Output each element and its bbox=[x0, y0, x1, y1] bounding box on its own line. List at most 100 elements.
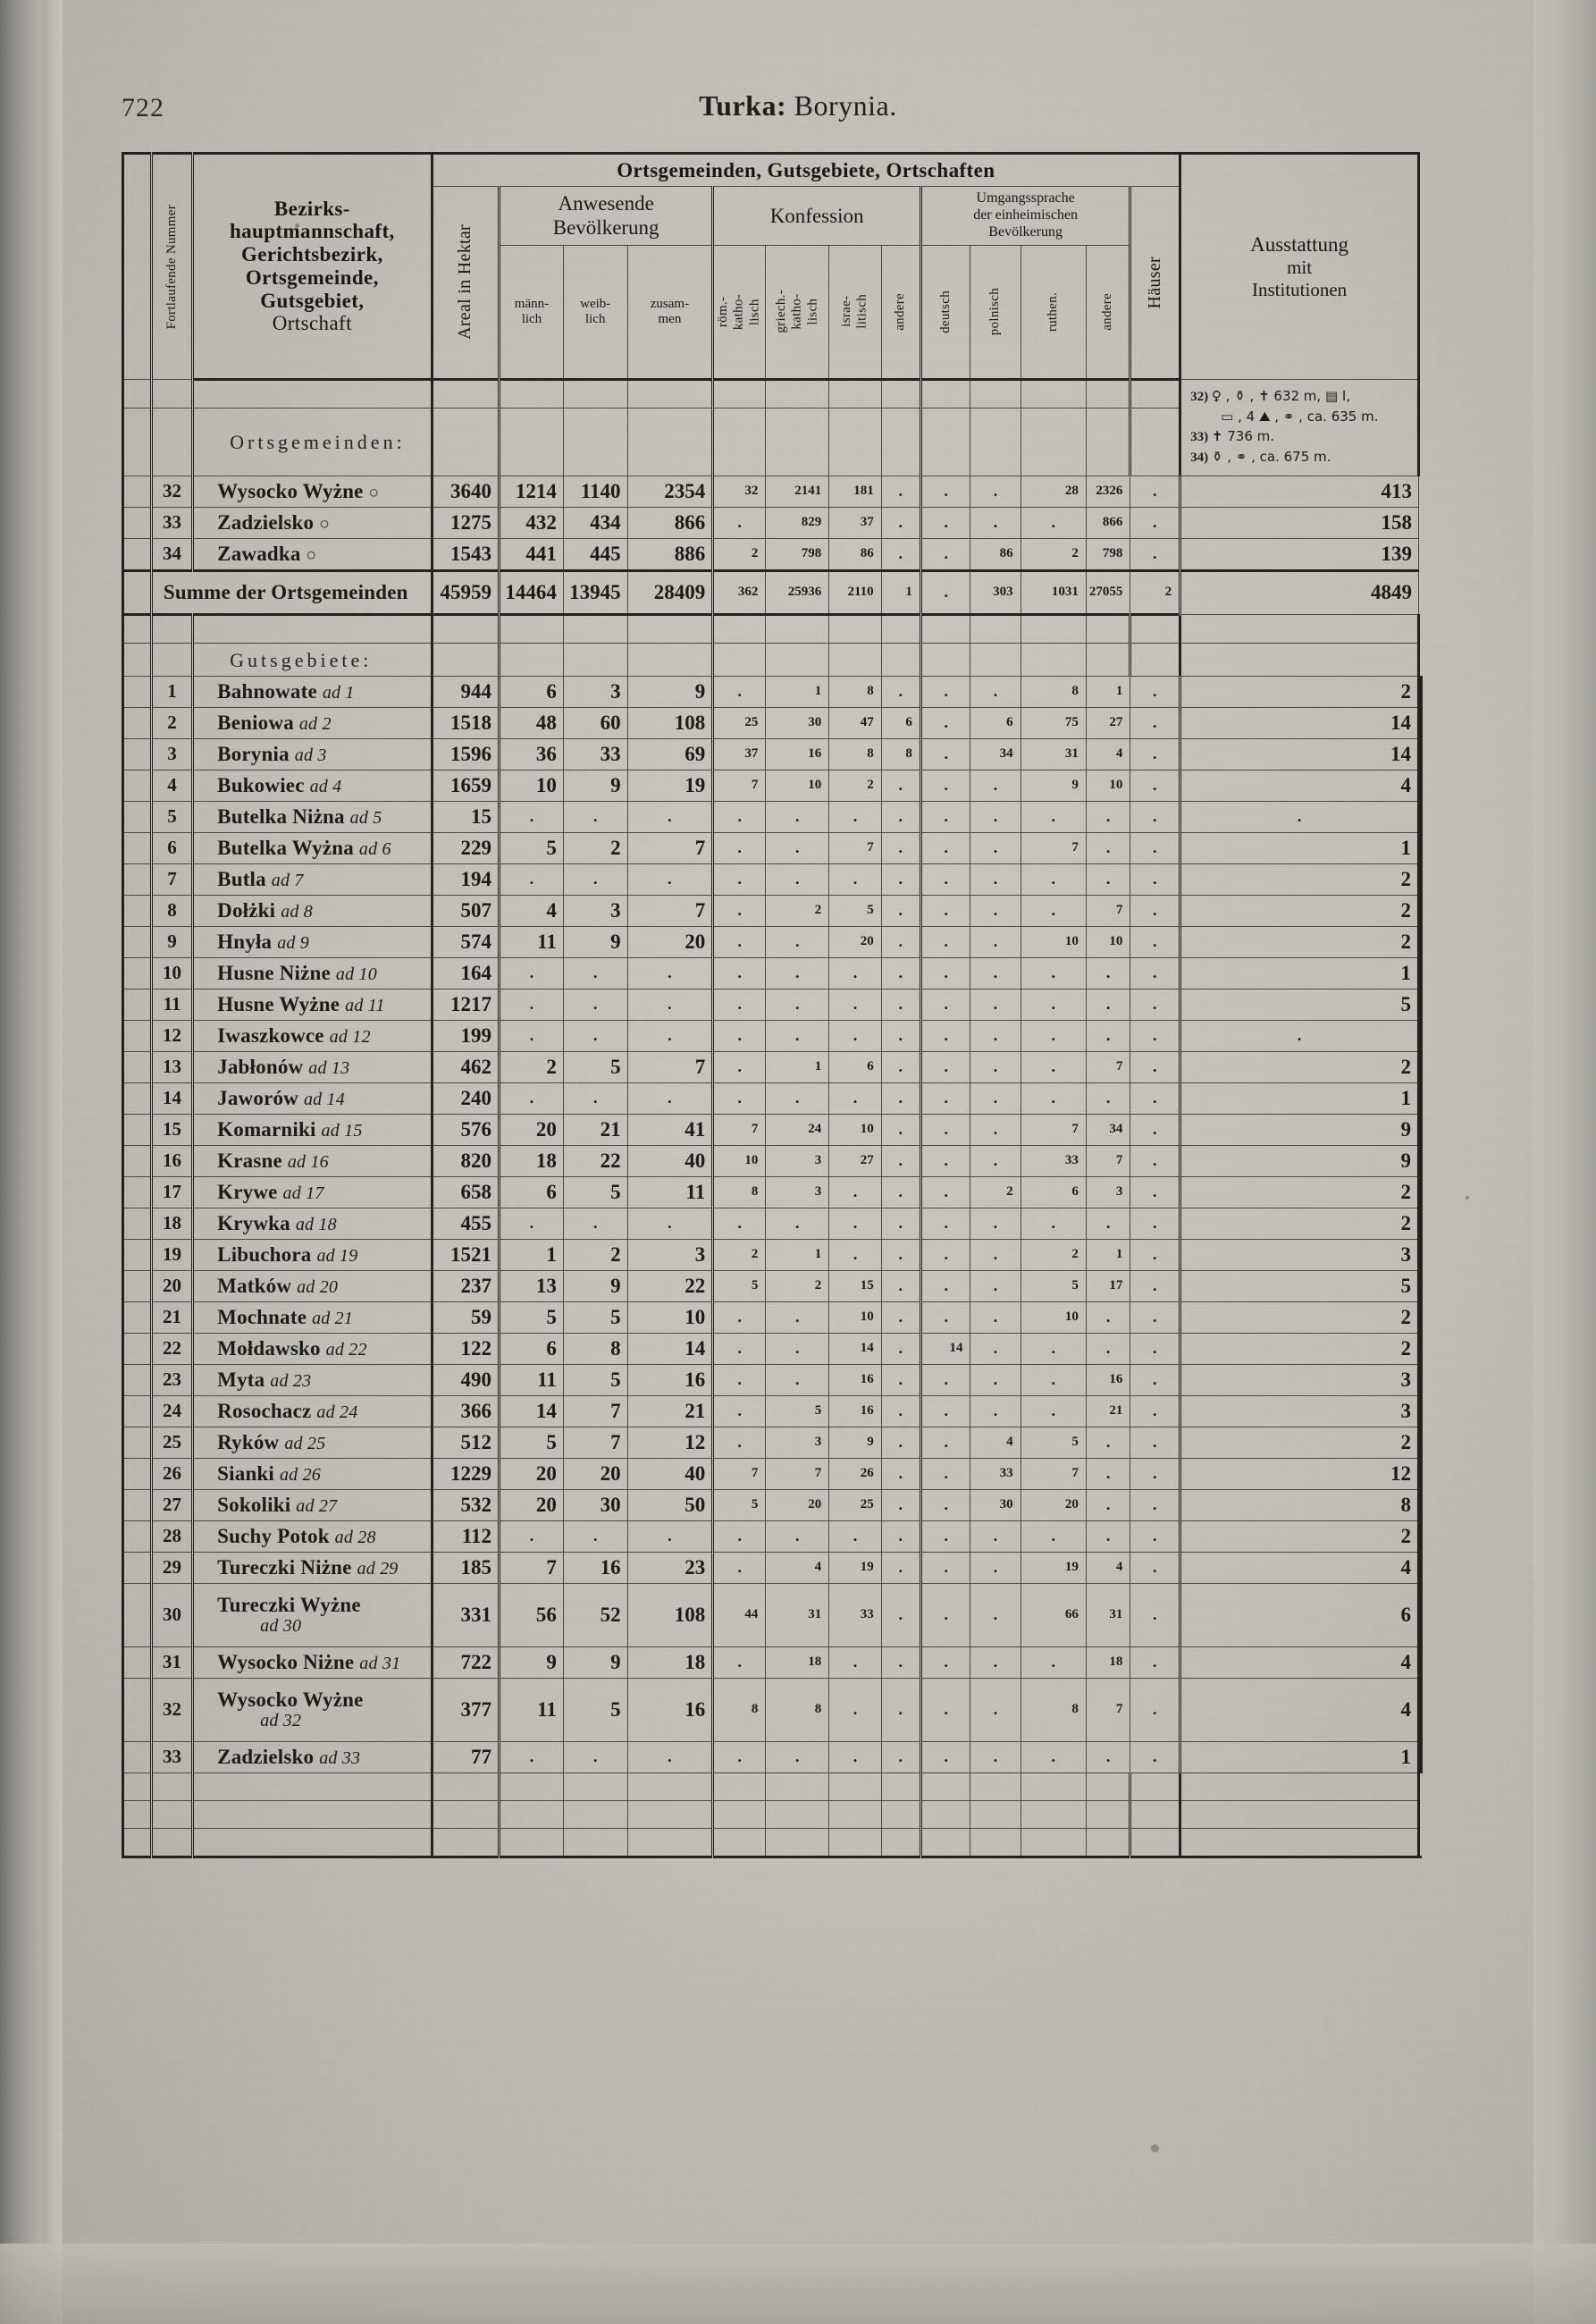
header-sub-griech-katholisch: griech.- katho-lisch bbox=[765, 244, 830, 380]
cell-z: 14 bbox=[626, 1332, 714, 1365]
cell-po: . bbox=[970, 1363, 1021, 1396]
cell-ru: 7 bbox=[1020, 831, 1087, 864]
header-group-konfession: Konfession bbox=[711, 186, 921, 246]
row-gutter bbox=[122, 737, 152, 770]
table-row: 10 Husne Niżne ad 10 164............ 1 bbox=[122, 956, 1423, 989]
row-gutter bbox=[122, 1082, 152, 1115]
header-col-laufende-nummer: Fortlaufende Nummer bbox=[149, 152, 194, 380]
cell-gk: . bbox=[765, 988, 830, 1021]
cell-ru: . bbox=[1020, 1332, 1087, 1365]
cell-w: 3 bbox=[562, 675, 628, 708]
cell-gk: 31 bbox=[765, 1582, 830, 1647]
cell-ha2: . bbox=[1130, 1646, 1181, 1679]
row-place-name: Sokoliki ad 27 bbox=[191, 1488, 433, 1521]
cell-areal: 512 bbox=[430, 1426, 500, 1459]
cell-areal: 722 bbox=[430, 1646, 500, 1679]
cell-ha2: . bbox=[1130, 1175, 1181, 1208]
cell-po: . bbox=[970, 831, 1021, 864]
cell-po: . bbox=[970, 956, 1021, 989]
cell-ka: . bbox=[880, 506, 921, 539]
cell-m: 6 bbox=[498, 1332, 564, 1365]
cell-de: . bbox=[919, 568, 971, 615]
cell-z: 886 bbox=[626, 537, 714, 571]
row-number: 26 bbox=[149, 1457, 194, 1490]
cell-gk: 5 bbox=[765, 1394, 830, 1427]
cell-is: 16 bbox=[828, 1363, 882, 1396]
row-gutter bbox=[122, 988, 152, 1021]
cell-areal: 658 bbox=[430, 1175, 500, 1208]
cell-w: . bbox=[562, 988, 628, 1021]
notes-filler bbox=[1179, 613, 1420, 644]
cell-ru: 6 bbox=[1020, 1175, 1087, 1208]
cell-areal: 532 bbox=[430, 1488, 500, 1521]
cell-de: . bbox=[919, 1082, 971, 1115]
cell-ru: 7 bbox=[1020, 1113, 1087, 1146]
cell-ha2: . bbox=[1130, 1019, 1181, 1052]
cell-is: 181 bbox=[828, 475, 882, 508]
cell-rk: . bbox=[711, 1520, 767, 1553]
table-row: 15 Komarniki ad 15 576 20 21 41 7 24 10... 7 34. 9 bbox=[122, 1113, 1423, 1146]
row-gutter bbox=[122, 925, 152, 958]
cell-gk: 2 bbox=[765, 894, 830, 927]
table-row: 13 Jabłonów ad 13 462 2 5 7. 1 6.... 7. 2 bbox=[122, 1050, 1423, 1083]
cell-rk: 25 bbox=[711, 706, 767, 739]
cell-ha2: . bbox=[1130, 863, 1181, 896]
notes-filler bbox=[1417, 769, 1423, 802]
cell-de: . bbox=[919, 1520, 971, 1553]
row-number: 30 bbox=[149, 1582, 194, 1647]
cell-ru: . bbox=[1020, 956, 1087, 989]
cell-ka: . bbox=[880, 1488, 921, 1521]
cell-rk: . bbox=[711, 1207, 767, 1240]
cell-is: 14 bbox=[828, 1332, 882, 1365]
row-number: 8 bbox=[149, 894, 194, 927]
cell-an: 34 bbox=[1085, 1113, 1131, 1146]
row-place-name: Wysocko Wyżne ○ bbox=[191, 475, 433, 508]
cell-gk: 2 bbox=[765, 1269, 830, 1302]
cell-h: 2 bbox=[1179, 1207, 1419, 1240]
cell-rk: . bbox=[711, 831, 767, 864]
cell-po: . bbox=[970, 1050, 1021, 1083]
notes-filler bbox=[1417, 1050, 1423, 1083]
cell-ka: . bbox=[880, 537, 921, 571]
cell-ka: . bbox=[880, 1207, 921, 1240]
cell-ru: . bbox=[1020, 1520, 1087, 1553]
cell-z: 23 bbox=[626, 1551, 714, 1584]
cell-m: 11 bbox=[498, 1363, 564, 1396]
cell-an: 2326 bbox=[1085, 475, 1131, 508]
cell-ka: . bbox=[880, 1238, 921, 1271]
row-number: 23 bbox=[149, 1363, 194, 1396]
cell-gk: 1 bbox=[765, 675, 830, 708]
cell-h: 9 bbox=[1179, 1113, 1419, 1146]
cell-de: . bbox=[919, 1677, 971, 1742]
cell-z: 22 bbox=[626, 1269, 714, 1302]
cell-h: 6 bbox=[1179, 1582, 1419, 1647]
cell-ha2: . bbox=[1130, 1238, 1181, 1271]
row-place-name: Husne Wyżne ad 11 bbox=[191, 988, 433, 1021]
header-sub-maennlich: männ-lich bbox=[498, 244, 564, 380]
cell-z: 12 bbox=[626, 1426, 714, 1459]
cell-ha2: 2 bbox=[1130, 568, 1181, 615]
cell-po: . bbox=[970, 1740, 1021, 1773]
running-head: Turka: Borynia. bbox=[0, 89, 1596, 122]
header-row-groups: Areal in Hektar Anwesende Bevölkerung Ko… bbox=[123, 186, 1422, 380]
notes-filler bbox=[1417, 1082, 1423, 1115]
header-group-anwesende-bevoelkerung: Anwesende Bevölkerung bbox=[498, 186, 714, 246]
row-number: 7 bbox=[149, 863, 194, 896]
cell-an: 1 bbox=[1085, 675, 1131, 708]
row-gutter bbox=[122, 1144, 152, 1177]
cell-z: 41 bbox=[626, 1113, 714, 1146]
notes-filler bbox=[1417, 1520, 1423, 1553]
cell-areal: 1521 bbox=[430, 1238, 500, 1271]
cell-z: 866 bbox=[626, 506, 714, 539]
table-row: 8 Dołżki ad 8 507 4 3 7. 2 5.... 7. 2 bbox=[122, 894, 1423, 927]
cell-an: 7 bbox=[1085, 1050, 1131, 1083]
cell-gk: 20 bbox=[765, 1488, 830, 1521]
cell-ha2: . bbox=[1130, 1269, 1181, 1302]
cell-ha2: . bbox=[1130, 769, 1181, 802]
header-sub-sprache-andere: andere bbox=[1085, 244, 1131, 380]
cell-de: . bbox=[919, 1646, 971, 1679]
cell-w: 60 bbox=[562, 706, 628, 739]
cell-ka: 8 bbox=[880, 737, 921, 770]
summary-row: Summe der Ortsgemeinden 45959 14464 13945 28… bbox=[122, 568, 1422, 615]
cell-an: . bbox=[1085, 831, 1131, 864]
